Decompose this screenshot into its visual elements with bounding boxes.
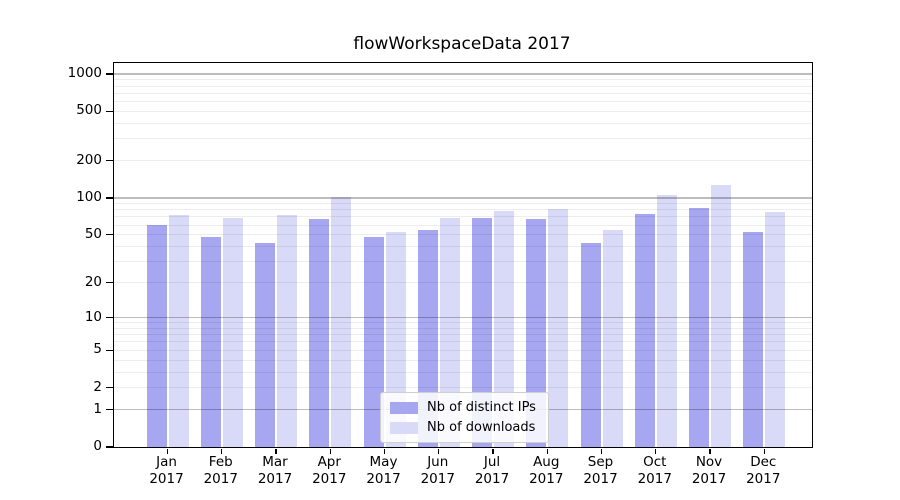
- bar-downloads-jun: [439, 217, 460, 447]
- x-axis-label-aug: Aug 2017: [529, 454, 564, 487]
- bar-distinct-ips-oct: [634, 213, 655, 447]
- y-tick-mark: [106, 160, 113, 162]
- bar-distinct-ips-feb: [200, 236, 221, 447]
- bar-distinct-ips-jul: [472, 217, 492, 447]
- x-axis-label-sep: Sep 2017: [583, 454, 618, 487]
- chart-title: flowWorkspaceData 2017: [353, 34, 571, 54]
- x-tick-mark: [763, 449, 765, 454]
- y-tick-mark: [106, 408, 113, 411]
- x-axis-label-jul: Jul 2017: [474, 454, 510, 487]
- legend-label-distinct-ips: Nb of distinct IPs: [427, 400, 536, 415]
- y-tick-mark: [106, 446, 113, 448]
- x-axis-label-feb: Feb 2017: [203, 454, 238, 487]
- bar-distinct-ips-nov: [689, 207, 709, 447]
- y-axis-label-50: 50: [84, 225, 102, 242]
- y-axis-label-200: 200: [76, 151, 102, 168]
- y-axis-label-5: 5: [93, 341, 102, 358]
- bar-downloads-apr: [331, 197, 352, 447]
- x-axis-label-jun: Jun 2017: [420, 454, 455, 487]
- bar-downloads-feb: [222, 218, 243, 447]
- y-axis-label-0: 0: [93, 438, 102, 454]
- bars-layer: [114, 63, 812, 447]
- bar-downloads-oct: [656, 195, 677, 447]
- y-axis-label-2: 2: [93, 378, 102, 395]
- x-tick-mark: [600, 449, 603, 454]
- y-tick-mark: [106, 73, 113, 75]
- y-tick-mark: [106, 349, 113, 351]
- bar-downloads-aug: [548, 209, 569, 447]
- x-axis-label-dec: Dec 2017: [746, 454, 781, 487]
- y-axis-label-10: 10: [84, 308, 102, 325]
- y-axis-label-500: 500: [76, 102, 102, 119]
- bar-distinct-ips-may: [363, 236, 384, 447]
- y-tick-mark: [106, 197, 113, 199]
- y-tick-mark: [106, 386, 113, 389]
- bar-downloads-mar: [277, 215, 297, 447]
- y-axis-label-1: 1: [93, 400, 102, 417]
- x-tick-mark: [546, 449, 548, 454]
- x-tick-mark: [709, 449, 711, 454]
- x-tick-mark: [329, 449, 331, 454]
- x-axis-label-may: May 2017: [366, 454, 401, 487]
- x-tick-mark: [438, 449, 440, 454]
- y-tick-mark: [106, 234, 113, 236]
- y-axis-label-100: 100: [76, 188, 102, 205]
- x-tick-mark: [655, 449, 657, 454]
- bar-distinct-ips-aug: [526, 219, 547, 447]
- bar-downloads-dec: [765, 211, 786, 447]
- bar-distinct-ips-dec: [743, 231, 764, 447]
- x-tick-mark: [166, 449, 169, 454]
- bar-distinct-ips-jan: [146, 225, 167, 447]
- legend-swatch-distinct-ips-icon: [390, 401, 418, 414]
- bar-downloads-sep: [602, 229, 623, 447]
- bar-distinct-ips-mar: [255, 242, 275, 447]
- bar-distinct-ips-apr: [309, 219, 330, 447]
- legend-row-downloads: Nb of downloads: [390, 420, 536, 435]
- legend-label-downloads: Nb of downloads: [427, 420, 536, 435]
- y-tick-mark: [106, 281, 113, 284]
- x-tick-mark: [383, 449, 386, 454]
- x-axis-label-mar: Mar 2017: [257, 454, 293, 487]
- x-tick-mark: [275, 449, 277, 454]
- x-axis-label-apr: Apr 2017: [312, 454, 347, 487]
- bar-downloads-nov: [711, 185, 731, 447]
- x-axis-label-oct: Oct 2017: [637, 454, 672, 487]
- x-axis-label-nov: Nov 2017: [691, 454, 727, 487]
- legend-swatch-downloads-icon: [390, 421, 418, 434]
- plot-area: Nb of distinct IPs Nb of downloads: [106, 62, 813, 454]
- y-tick-mark: [106, 316, 113, 319]
- x-tick-mark: [221, 449, 223, 454]
- bar-downloads-jan: [168, 215, 189, 447]
- x-axis-label-jan: Jan 2017: [149, 454, 184, 487]
- bar-distinct-ips-sep: [580, 242, 601, 447]
- legend: Nb of distinct IPs Nb of downloads: [380, 392, 549, 443]
- y-axis-label-20: 20: [84, 273, 102, 290]
- y-tick-mark: [106, 110, 113, 113]
- bar-downloads-jul: [494, 211, 514, 447]
- x-tick-mark: [492, 449, 494, 454]
- legend-row-distinct-ips: Nb of distinct IPs: [390, 400, 536, 415]
- y-axis-label-1000: 1000: [67, 65, 102, 82]
